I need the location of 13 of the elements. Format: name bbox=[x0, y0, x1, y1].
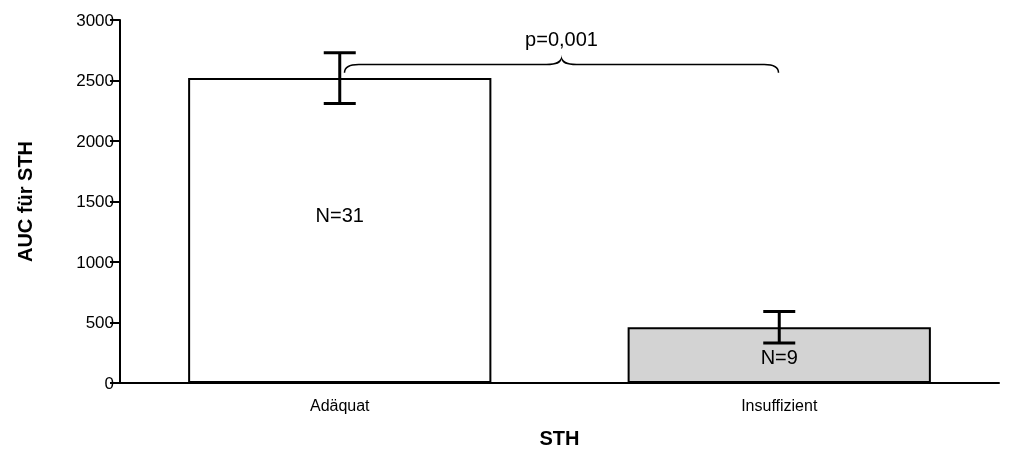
annotation: N=31 bbox=[315, 204, 364, 227]
x-tick-label: Insuffizient bbox=[741, 396, 818, 414]
y-tick-label: 3000 bbox=[76, 10, 114, 30]
y-tick-label: 1000 bbox=[76, 252, 114, 272]
y-tick-label: 2500 bbox=[76, 71, 114, 90]
x-tick-label: Adäquat bbox=[309, 396, 371, 414]
y-axis-title: AUC für STH bbox=[14, 140, 36, 263]
annotation: p=0,001 bbox=[525, 27, 598, 50]
y-tick-label: 2000 bbox=[76, 131, 114, 151]
y-tick-label: 1500 bbox=[76, 192, 114, 211]
x-axis-title: STH bbox=[539, 427, 580, 449]
annotation: N=9 bbox=[760, 346, 798, 369]
y-tick-label: 500 bbox=[85, 313, 114, 332]
